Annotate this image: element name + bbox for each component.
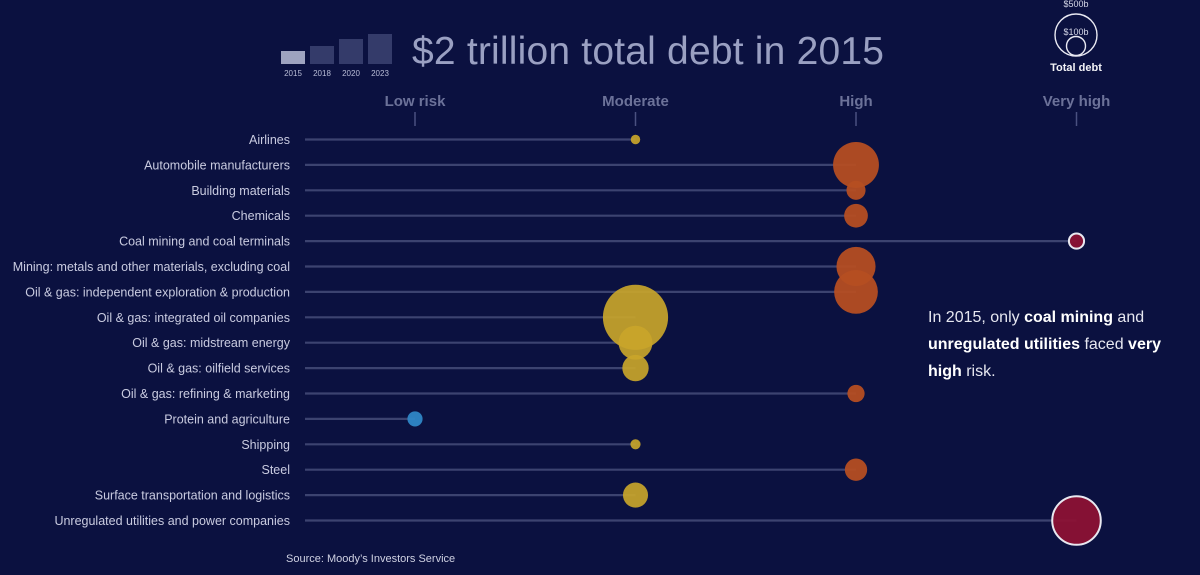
- row-label: Oil & gas: midstream energy: [132, 336, 290, 350]
- debt-bubble: [407, 411, 423, 427]
- year-selector[interactable]: 2015 2018 2020 2023: [280, 28, 392, 78]
- year-bar: [310, 46, 334, 64]
- risk-category-label: Moderate: [602, 93, 669, 110]
- row-label: Mining: metals and other materials, excl…: [13, 260, 290, 274]
- year-button-2015[interactable]: 2015: [280, 28, 306, 78]
- row-label: Automobile manufacturers: [144, 158, 290, 172]
- risk-category-label: Very high: [1043, 93, 1111, 110]
- debt-bubble: [844, 458, 868, 481]
- debt-bubble: [622, 482, 649, 508]
- chart-title: $2 trillion total debt in 2015: [412, 30, 885, 73]
- row-label: Coal mining and coal terminals: [119, 235, 290, 249]
- annotation-text: In 2015, only coal mining and unregulate…: [928, 304, 1178, 385]
- debt-bubble: [1051, 495, 1102, 546]
- size-legend-small-label: $100b: [1063, 27, 1089, 37]
- row-label: Steel: [262, 463, 291, 477]
- row-label: Unregulated utilities and power companie…: [54, 514, 290, 528]
- debt-bubble: [622, 354, 649, 382]
- size-legend-circles: [1054, 13, 1098, 57]
- annotation-emphasis: unregulated utilities: [928, 336, 1081, 353]
- debt-bubble: [847, 384, 865, 403]
- year-bar: [368, 34, 392, 64]
- debt-bubble: [618, 325, 653, 360]
- debt-bubble: [630, 439, 641, 450]
- row-label: Surface transportation and logistics: [95, 489, 290, 503]
- row-label: Oil & gas: oilfield services: [148, 362, 290, 376]
- risk-category-label: Low risk: [385, 93, 447, 110]
- debt-bubble: [834, 270, 878, 314]
- annotation-emphasis: very high: [928, 336, 1161, 380]
- row-label: Protein and agriculture: [164, 412, 290, 426]
- debt-bubble: [602, 284, 669, 350]
- row-label: Chemicals: [232, 209, 290, 223]
- annotation-part: and: [1112, 309, 1145, 326]
- debt-bubble: [833, 141, 879, 188]
- risk-category-label: High: [839, 93, 872, 110]
- year-button-2020[interactable]: 2020: [338, 28, 364, 78]
- row-label: Shipping: [241, 438, 290, 452]
- row-label: Building materials: [191, 184, 290, 198]
- debt-bubble: [1067, 232, 1086, 250]
- annotation-emphasis: coal mining: [1024, 309, 1113, 326]
- size-legend: $500b $100b Total debt: [1040, 0, 1112, 78]
- year-label: 2018: [313, 69, 331, 78]
- year-label: 2023: [371, 69, 389, 78]
- year-bar: [339, 39, 363, 64]
- row-label: Airlines: [249, 133, 290, 147]
- row-label: Oil & gas: integrated oil companies: [97, 311, 290, 325]
- debt-bubble: [844, 203, 868, 228]
- year-button-2023[interactable]: 2023: [367, 28, 393, 78]
- annotation-part: faced: [1080, 336, 1129, 353]
- row-label: Oil & gas: independent exploration & pro…: [25, 285, 290, 299]
- debt-bubble: [846, 180, 866, 200]
- debt-bubble: [630, 134, 641, 145]
- year-bar: [281, 50, 305, 64]
- row-label: Oil & gas: refining & marketing: [121, 387, 290, 401]
- year-label: 2015: [284, 69, 302, 78]
- annotation-part: In 2015, only: [928, 309, 1025, 326]
- year-label: 2020: [342, 69, 360, 78]
- annotation-part: risk.: [961, 363, 996, 380]
- size-legend-title: Total debt: [1050, 62, 1102, 74]
- source-note: Source: Moody’s Investors Service: [286, 553, 456, 565]
- year-button-2018[interactable]: 2018: [309, 28, 335, 78]
- size-legend-small-circle: [1065, 35, 1087, 57]
- size-legend-large-label: $500b: [1063, 0, 1089, 9]
